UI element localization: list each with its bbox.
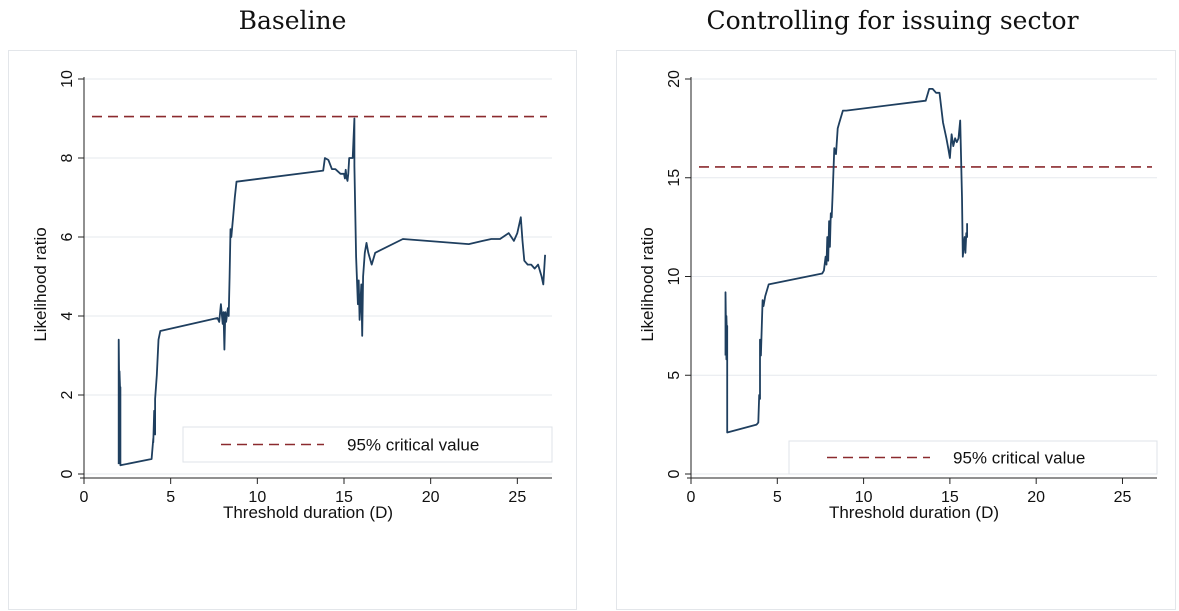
chart-title-baseline: Baseline <box>238 6 347 35</box>
chart-panel-sector: 0 5 10 15 20 0 5 10 15 20 25 Threshold duration (D)… <box>616 50 1176 610</box>
chart-svg-sector: 0 5 10 15 20 0 5 10 15 20 25 Threshold duration (D)… <box>638 70 1158 522</box>
x-tick-label-sector-3: 15 <box>941 489 959 506</box>
x-tick-label-sector-0: 0 <box>687 489 696 506</box>
y-tick-label-sector-4: 20 <box>666 70 683 88</box>
legend-label-sector: 95% critical value <box>953 449 1085 468</box>
chart-panel-baseline: 0 2 4 6 8 10 0 5 10 15 20 25 Threshold duration (D) L… <box>8 50 577 610</box>
legend-label-baseline: 95% critical value <box>347 436 479 455</box>
y-tick-label-baseline-2: 4 <box>59 311 76 320</box>
x-axis-title-baseline: Threshold duration (D) <box>223 503 393 522</box>
y-axis-title-baseline: Likelihood ratio <box>31 227 50 341</box>
y-tick-label-sector-3: 15 <box>666 169 683 187</box>
y-tick-label-baseline-5: 10 <box>59 70 76 88</box>
x-tick-label-sector-5: 25 <box>1114 489 1132 506</box>
y-tick-label-baseline-1: 2 <box>59 390 76 399</box>
y-tick-label-baseline-0: 0 <box>59 469 76 478</box>
x-axis-title-sector: Threshold duration (D) <box>829 503 999 522</box>
x-tick-label-baseline-5: 25 <box>508 489 526 506</box>
chart-title-sector: Controlling for issuing sector <box>706 6 1079 35</box>
x-tick-label-baseline-2: 10 <box>248 489 266 506</box>
x-tick-label-baseline-1: 5 <box>166 489 175 506</box>
x-tick-label-baseline-4: 20 <box>422 489 440 506</box>
x-tick-label-sector-4: 20 <box>1027 489 1045 506</box>
y-tick-label-sector-2: 10 <box>666 268 683 286</box>
y-tick-label-baseline-4: 8 <box>59 153 76 162</box>
x-tick-label-sector-2: 10 <box>855 489 873 506</box>
series-line-baseline-0 <box>117 117 546 467</box>
x-tick-label-baseline-3: 15 <box>335 489 353 506</box>
series-line-sector-0 <box>724 88 969 434</box>
y-axis-title-sector: Likelihood ratio <box>638 227 657 341</box>
y-tick-label-baseline-3: 6 <box>59 232 76 241</box>
chart-svg-baseline: 0 2 4 6 8 10 0 5 10 15 20 25 Threshold duration (D) L… <box>31 70 553 522</box>
x-tick-label-baseline-0: 0 <box>80 489 89 506</box>
y-tick-label-sector-1: 5 <box>666 371 683 380</box>
x-tick-label-sector-1: 5 <box>773 489 782 506</box>
y-tick-label-sector-0: 0 <box>666 469 683 478</box>
